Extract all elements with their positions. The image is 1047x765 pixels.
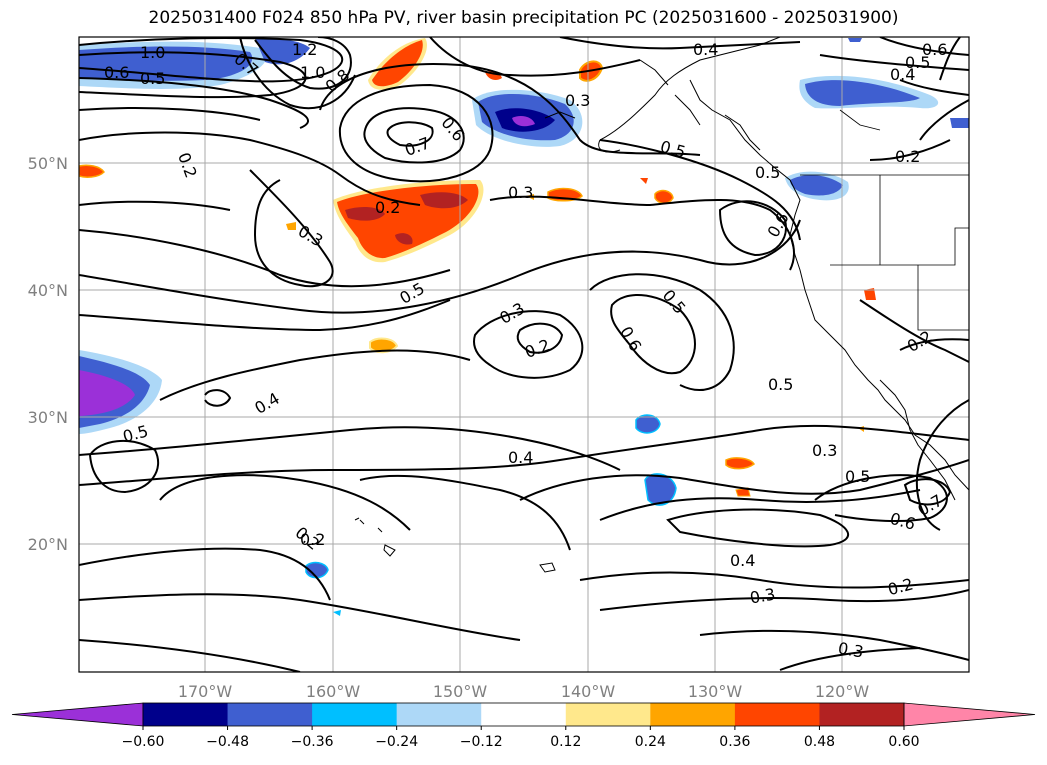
- lon-label: 140°W: [561, 682, 616, 701]
- colorbar-segment: [227, 703, 313, 726]
- colorbar-segment: [481, 703, 567, 726]
- colorbar-segment: [143, 703, 229, 726]
- contour-label: 1.0: [140, 43, 165, 62]
- colorbar-tick-label: −0.36: [291, 734, 334, 750]
- contour-label: 0.5: [140, 69, 165, 88]
- coastlines: [354, 37, 969, 573]
- colorbar-tick-label: −0.60: [122, 734, 165, 750]
- latitude-labels: 50°N 40°N 30°N 20°N: [28, 154, 68, 554]
- colorbar-tick-label: 0.36: [719, 734, 750, 750]
- contour-label: 0.2: [895, 147, 920, 166]
- colorbar-tick-label: 0.12: [550, 734, 581, 750]
- contour-label: 0.3: [508, 183, 533, 202]
- colorbar-tick-label: −0.48: [206, 734, 249, 750]
- contour-label: 0.2: [300, 530, 325, 549]
- lon-label: 160°W: [306, 682, 361, 701]
- contour-label: 0.5: [755, 163, 780, 182]
- contour-label: 0.6: [922, 40, 947, 59]
- lon-label: 170°W: [178, 682, 233, 701]
- lon-label: 150°W: [433, 682, 488, 701]
- graticule: [79, 37, 969, 672]
- contour-label: 0.3: [837, 638, 865, 661]
- colorbar-tick-label: 0.48: [804, 734, 835, 750]
- lon-label: 120°W: [815, 682, 870, 701]
- lat-label: 30°N: [28, 408, 68, 427]
- colorbar-outline: [142, 702, 905, 727]
- map-frame: [78, 36, 970, 673]
- colorbar-segment: [565, 703, 651, 726]
- colorbar-segment: [396, 703, 482, 726]
- colorbar-tick-label: −0.24: [375, 734, 418, 750]
- colorbar: −0.60 −0.48 −0.36 −0.24 −0.12 0.12 0.24 0.36 0.4…: [11, 702, 1036, 750]
- colorbar-segment: [819, 703, 905, 726]
- contour-label: 0.5: [845, 467, 870, 486]
- contour-label: 0.3: [565, 91, 590, 110]
- contour-label: 0.5: [768, 375, 793, 394]
- lat-label: 40°N: [28, 281, 68, 300]
- contour-label: 0.4: [508, 448, 533, 467]
- contour-label: 0.3: [812, 441, 837, 460]
- contour-label: 0.3: [748, 584, 776, 607]
- colorbar-extend-min: [11, 702, 144, 727]
- political-borders: [800, 109, 969, 331]
- contour-label: 0.4: [693, 40, 718, 59]
- contour-label: 0.4: [730, 551, 755, 570]
- colorbar-tick-label: −0.12: [460, 734, 503, 750]
- contour-label: 1.0: [300, 63, 325, 82]
- longitude-labels: 170°W 160°W 150°W 140°W 130°W 120°W: [178, 682, 870, 701]
- contour-label: 1.2: [292, 40, 317, 59]
- colorbar-extend-max: [903, 702, 1036, 727]
- colorbar-tick-label: 0.60: [888, 734, 919, 750]
- colorbar-segment: [650, 703, 736, 726]
- contour-label: 0.6: [104, 63, 129, 82]
- colorbar-segment: [734, 703, 820, 726]
- contour-label: 0.2: [375, 198, 400, 217]
- lon-label: 130°W: [688, 682, 743, 701]
- colorbar-segment: [312, 703, 398, 726]
- contour-label: 0.5: [905, 53, 930, 72]
- lat-label: 50°N: [28, 154, 68, 173]
- lat-label: 20°N: [28, 535, 68, 554]
- contour-label: 0.4: [890, 65, 915, 84]
- pv-contours: [79, 37, 969, 672]
- colorbar-tick-label: 0.24: [635, 734, 666, 750]
- map-title: 2025031400 F024 850 hPa PV, river basin …: [148, 8, 899, 28]
